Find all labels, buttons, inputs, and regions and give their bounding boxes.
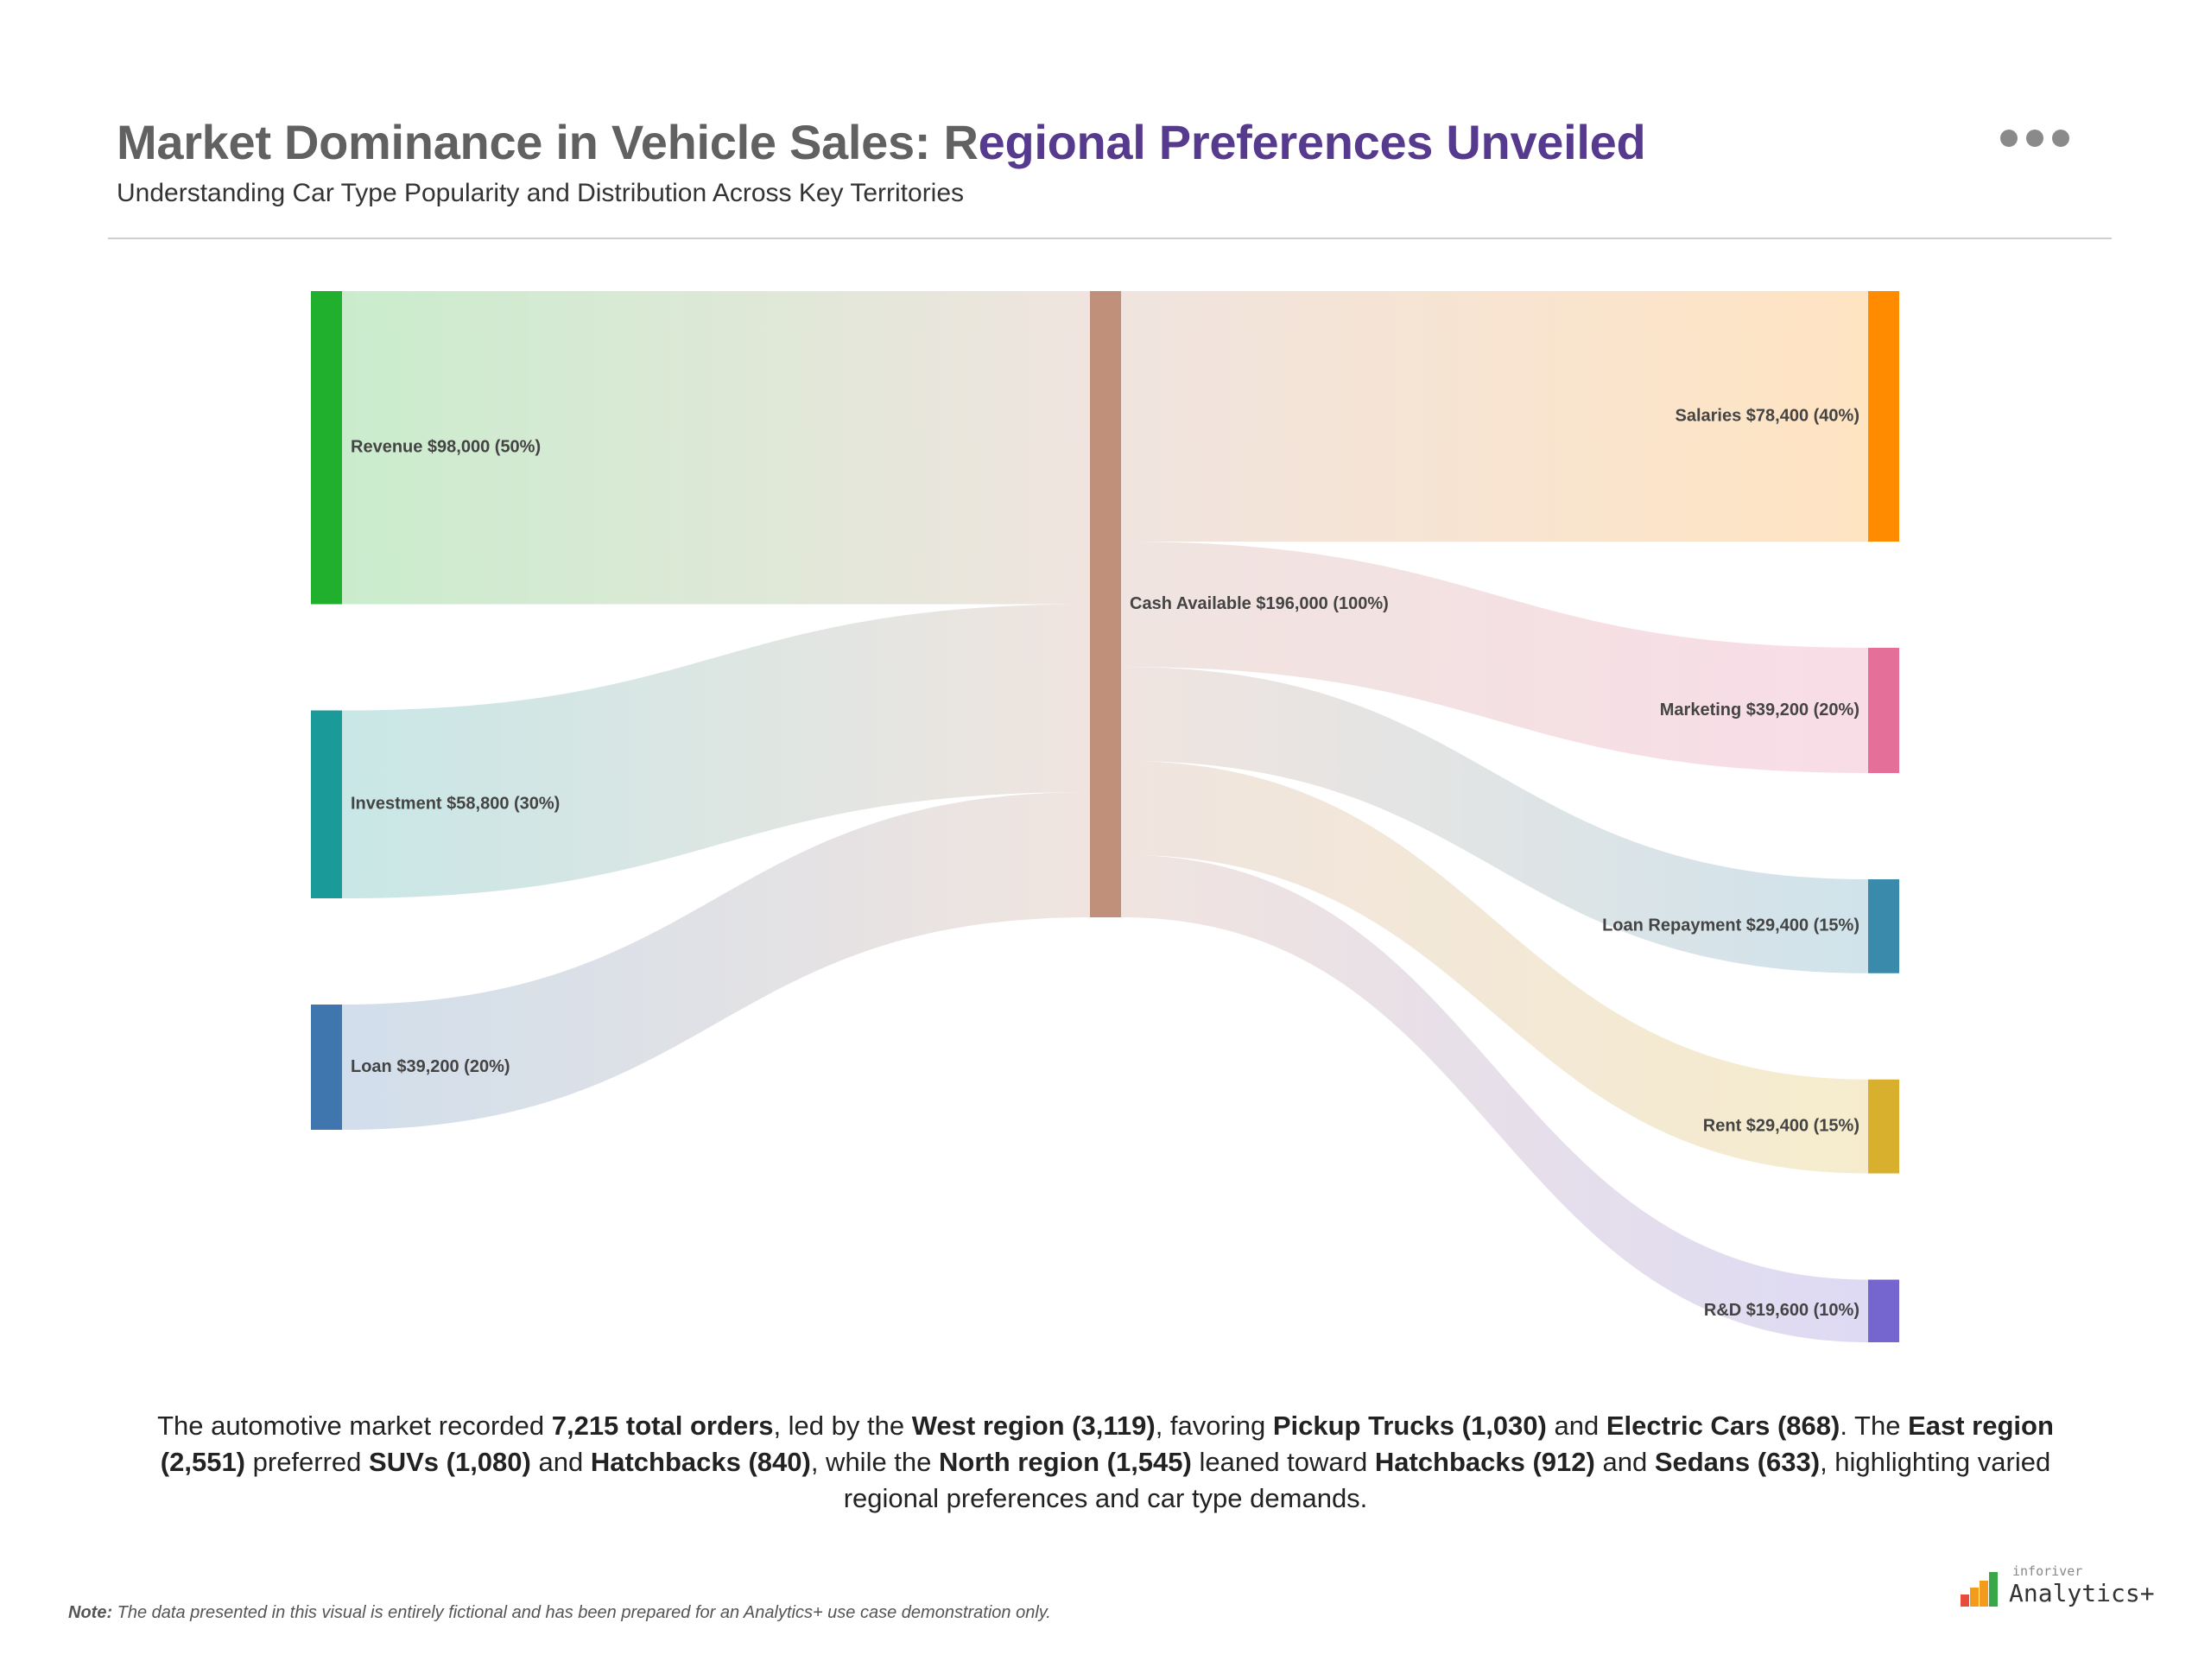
node-loan[interactable] [311, 1005, 342, 1130]
summary-highlight: Pickup Trucks (1,030) [1272, 1411, 1547, 1441]
link-cash-available-to-salaries[interactable] [1121, 291, 1868, 542]
analytics-plus-logo: inforiver Analytics+ [1961, 1562, 2155, 1613]
page-subtitle: Understanding Car Type Popularity and Di… [117, 179, 965, 207]
note-text: The data presented in this visual is ent… [112, 1603, 1051, 1622]
summary-highlight: North region (1,545) [939, 1447, 1192, 1477]
node-cash-available[interactable] [1090, 291, 1121, 917]
summary-text: The automotive market recorded 7,215 tot… [157, 1411, 2054, 1513]
links-layer [342, 291, 1868, 1342]
node-label-loan-repayment: Loan Repayment $29,400 (15%) [1602, 916, 1859, 935]
node-label-loan: Loan $39,200 (20%) [351, 1057, 510, 1076]
link-cash-available-to-randd[interactable] [1121, 854, 1868, 1343]
summary-highlight: Electric Cars (868) [1606, 1411, 1840, 1441]
node-revenue[interactable] [311, 291, 342, 605]
node-label-revenue: Revenue $98,000 (50%) [351, 438, 541, 457]
summary-highlight: SUVs (1,080) [369, 1447, 531, 1477]
summary-highlight: East region (2,551) [160, 1411, 2054, 1477]
page-title: Market Dominance in Vehicle Sales: Regio… [117, 114, 1646, 170]
summary-highlight: Sedans (633) [1654, 1447, 1821, 1477]
summary-highlight: Hatchbacks (840) [590, 1447, 811, 1477]
link-cash-available-to-rent[interactable] [1121, 760, 1868, 1174]
note-label: Note: [68, 1603, 113, 1622]
link-revenue-to-cash-available[interactable] [342, 291, 1090, 605]
node-rent[interactable] [1868, 1079, 1899, 1174]
more-options-icon[interactable] [2000, 130, 2069, 147]
node-loan-repayment[interactable] [1868, 879, 1899, 973]
summary-highlight: 7,215 total orders [551, 1411, 774, 1441]
more-dot [2052, 130, 2069, 147]
node-investment[interactable] [311, 710, 342, 899]
title-part-1: Market Dominance in Vehicle Sales: R [117, 115, 979, 169]
link-investment-to-cash-available[interactable] [342, 604, 1090, 899]
logo-bars-icon [1961, 1572, 1999, 1607]
link-cash-available-to-marketing[interactable] [1121, 542, 1868, 773]
more-dot [2026, 130, 2043, 147]
title-part-2: egional Preferences Unveiled [978, 115, 1646, 169]
node-marketing[interactable] [1868, 648, 1899, 773]
node-randd[interactable] [1868, 1279, 1899, 1343]
summary-highlight: West region (3,119) [911, 1411, 1156, 1441]
sankey-chart: Revenue $98,000 (50%) Investment $58,800 … [311, 291, 1899, 1342]
node-label-cash-available: Cash Available $196,000 (100%) [1130, 594, 1389, 613]
header-divider [108, 238, 2112, 239]
node-label-rent: Rent $29,400 (15%) [1703, 1116, 1859, 1135]
labels-layer: Revenue $98,000 (50%) Investment $58,800 … [351, 406, 1859, 1320]
node-label-salaries: Salaries $78,400 (40%) [1676, 406, 1860, 425]
node-salaries[interactable] [1868, 291, 1899, 542]
link-loan-to-cash-available[interactable] [342, 792, 1090, 1130]
more-dot [2000, 130, 2018, 147]
node-label-investment: Investment $58,800 (30%) [351, 795, 560, 814]
logo-top-text: inforiver [2012, 1563, 2083, 1579]
footnote: Note: The data presented in this visual … [68, 1603, 1051, 1623]
logo-brand-text: Analytics+ [2009, 1579, 2155, 1607]
link-cash-available-to-loan-repayment[interactable] [1121, 667, 1868, 973]
nodes-layer [311, 291, 1899, 1342]
summary-highlight: Hatchbacks (912) [1374, 1447, 1595, 1477]
node-label-marketing: Marketing $39,200 (20%) [1660, 701, 1859, 720]
node-label-randd: R&D $19,600 (10%) [1704, 1301, 1859, 1320]
